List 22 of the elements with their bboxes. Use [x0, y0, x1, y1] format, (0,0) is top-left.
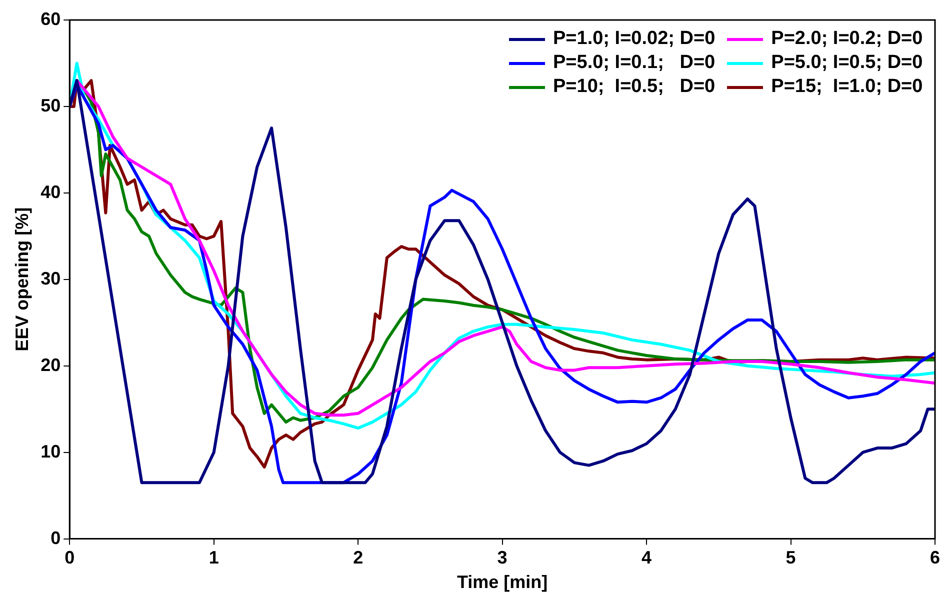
- y-tick-label: 40: [40, 182, 61, 202]
- legend-label: P=1.0; I=0.02; D=0: [553, 28, 716, 50]
- x-axis-title: Time [min]: [456, 572, 548, 592]
- legend-label: P=5.0; I=0.5; D=0: [771, 52, 923, 74]
- y-tick-label: 20: [40, 354, 61, 375]
- x-tick-label: 5: [786, 548, 796, 568]
- y-axis-title: EEV opening [%]: [12, 207, 32, 352]
- y-tick-label: 0: [50, 528, 61, 548]
- y-tick-label: 30: [40, 268, 61, 288]
- x-tick-label: 2: [353, 548, 364, 568]
- x-tick-label: 1: [208, 548, 219, 568]
- y-tick-label: 10: [40, 441, 61, 462]
- y-tick-label: 60: [40, 8, 61, 29]
- legend-label: P=10; I=0.5; D=0: [553, 76, 716, 98]
- y-tick-label: 50: [40, 95, 61, 116]
- x-tick-label: 3: [497, 548, 508, 568]
- legend-label: P=5.0; I=0.1; D=0: [553, 52, 716, 74]
- legend-label: P=15; I=1.0; D=0: [771, 76, 923, 98]
- x-tick-label: 0: [64, 548, 75, 568]
- x-tick-label: 4: [642, 548, 652, 568]
- x-tick-label: 6: [930, 548, 940, 568]
- legend-label: P=2.0; I=0.2; D=0: [771, 28, 923, 50]
